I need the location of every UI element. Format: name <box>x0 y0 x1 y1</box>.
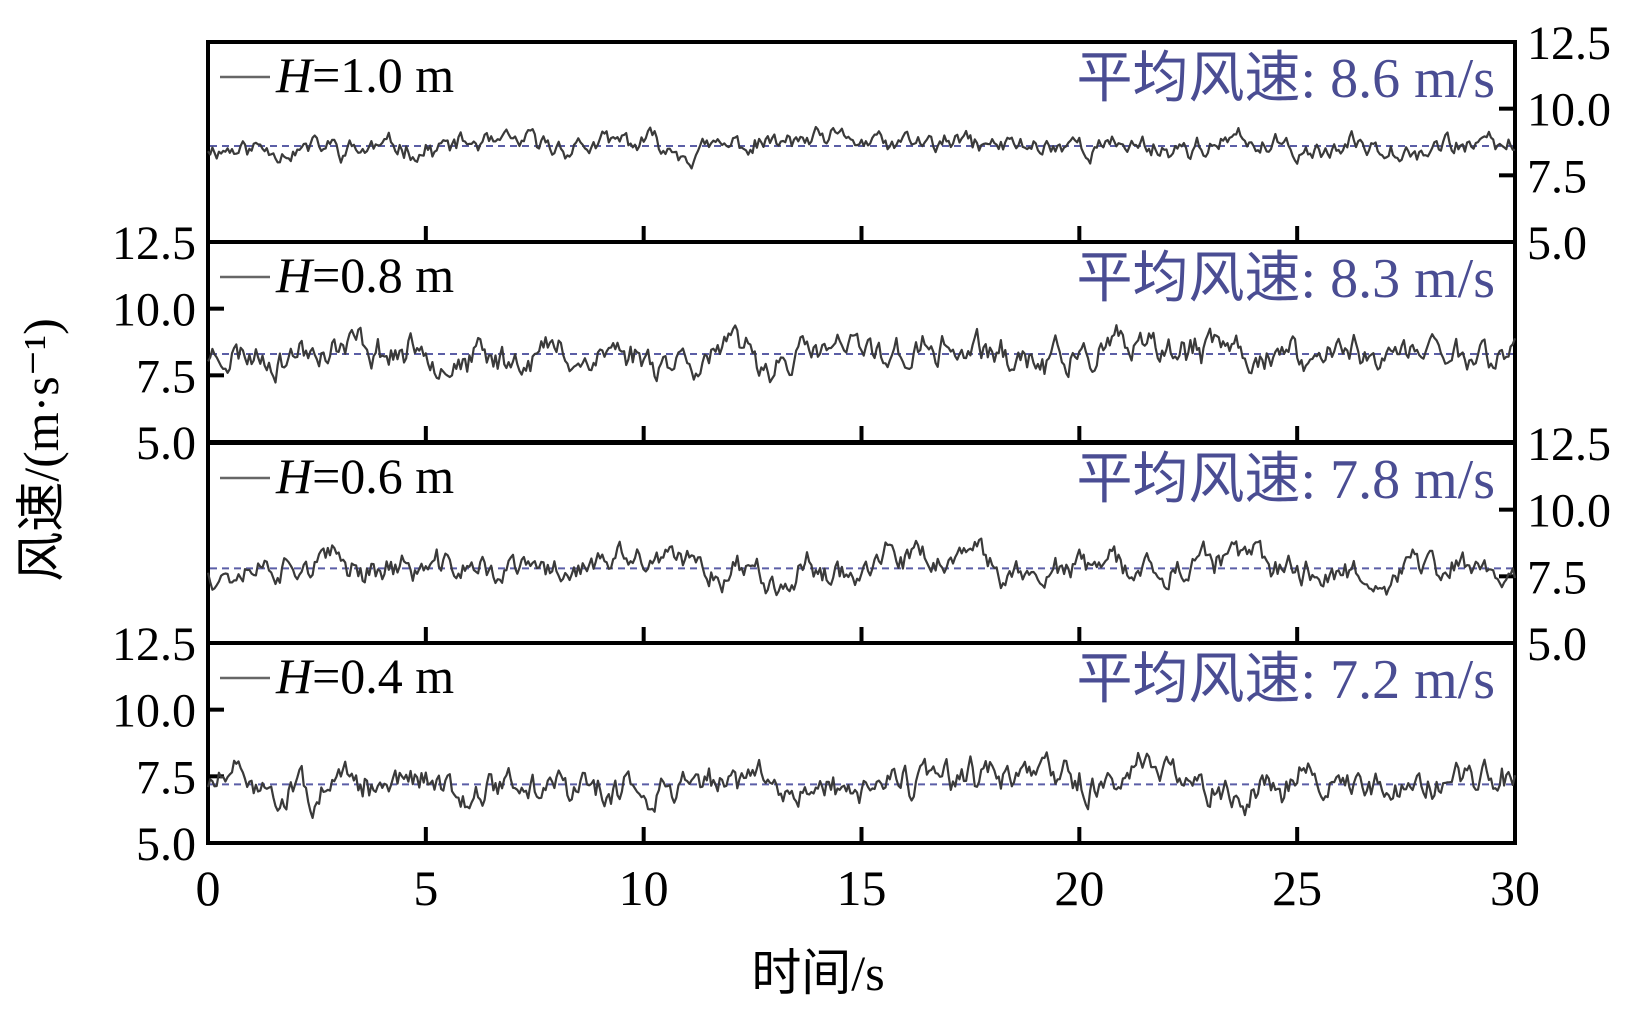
y-tick-label: 5.0 <box>1527 217 1587 270</box>
y-tick-label: 7.5 <box>136 751 196 804</box>
y-tick-label: 7.5 <box>1527 150 1587 203</box>
legend-var: H <box>275 448 315 504</box>
mean-speed-annotation: 平均风速: 8.6 m/s <box>1077 48 1495 110</box>
series-line <box>206 751 1517 820</box>
y-tick-label: 5.0 <box>1527 618 1587 671</box>
legend-label: H=1.0 m <box>275 47 454 103</box>
y-tick-label: 10.0 <box>112 685 196 738</box>
panel-2: 5.0 7.5 10.0 12.5 H=0.6 m 平均风速: 7.8 m/s <box>206 418 1611 671</box>
y-tick-label: 10.0 <box>112 284 196 337</box>
legend-var: H <box>275 47 315 103</box>
x-tick-label: 20 <box>1054 860 1104 916</box>
y-tick-label: 7.5 <box>1527 551 1587 604</box>
y-tick-label: 10.0 <box>1527 84 1611 137</box>
series-line <box>206 537 1517 597</box>
legend-value: =0.4 m <box>312 648 454 704</box>
legend-var: H <box>275 247 315 303</box>
y-tick-label: 12.5 <box>1527 418 1611 471</box>
x-tick-label: 15 <box>837 860 887 916</box>
y-tick-label: 12.5 <box>1527 17 1611 70</box>
y-tick-label: 5.0 <box>136 417 196 470</box>
panel-1: 5.0 7.5 10.0 12.5 H=0.8 m 平均风速: 8.3 m/s <box>112 217 1517 470</box>
x-tick-label: 25 <box>1272 860 1322 916</box>
legend-var: H <box>275 648 315 704</box>
legend-value: =1.0 m <box>312 47 454 103</box>
mean-speed-annotation: 平均风速: 8.3 m/s <box>1077 248 1495 310</box>
x-tick-label: 0 <box>196 860 221 916</box>
x-tick-label: 10 <box>619 860 669 916</box>
legend-label: H=0.4 m <box>275 648 454 704</box>
panel-0: 5.0 7.5 10.0 12.5 H=1.0 m 平均风速: 8.6 m/s <box>206 17 1611 270</box>
y-tick-label: 7.5 <box>136 350 196 403</box>
panel-3: 5.0 7.5 10.0 12.5 H=0.4 m 平均风速: 7.2 m/s 0 5 10 15… <box>112 618 1540 916</box>
y-tick-label: 5.0 <box>136 818 196 871</box>
x-tick-label: 30 <box>1490 860 1540 916</box>
y-tick-label: 12.5 <box>112 217 196 270</box>
y-axis-label: 风速/(m·s⁻¹) <box>13 318 69 582</box>
legend-value: =0.6 m <box>312 448 454 504</box>
mean-speed-annotation: 平均风速: 7.2 m/s <box>1077 649 1495 711</box>
legend-value: =0.8 m <box>312 247 454 303</box>
y-tick-label: 12.5 <box>112 618 196 671</box>
series-line <box>207 324 1517 384</box>
legend-label: H=0.6 m <box>275 448 454 504</box>
x-axis-label: 时间/s <box>751 945 884 1001</box>
series-line <box>207 125 1516 170</box>
legend-label: H=0.8 m <box>275 247 454 303</box>
x-tick-label: 5 <box>413 860 438 916</box>
mean-speed-annotation: 平均风速: 7.8 m/s <box>1077 449 1495 511</box>
y-tick-label: 10.0 <box>1527 485 1611 538</box>
